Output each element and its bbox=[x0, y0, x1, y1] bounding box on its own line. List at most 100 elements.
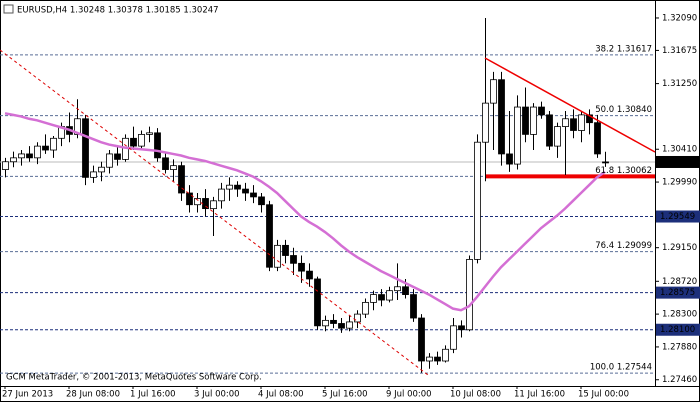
price-level-box bbox=[656, 323, 700, 336]
candle-body bbox=[322, 319, 329, 327]
moving-average bbox=[4, 112, 606, 312]
candle-body bbox=[458, 325, 465, 331]
candle-body bbox=[474, 141, 481, 260]
candle-body bbox=[402, 286, 409, 295]
candle-body bbox=[602, 161, 609, 164]
candle-body bbox=[162, 157, 169, 170]
candle-body bbox=[330, 319, 337, 324]
candle-body bbox=[562, 118, 569, 127]
y-tick-label: 1.29150 bbox=[662, 243, 697, 253]
candle-body bbox=[450, 325, 457, 350]
y-tick-label: 1.27460 bbox=[662, 375, 697, 385]
candle-body bbox=[138, 133, 145, 147]
x-tick-label: 11 Jul 16:00 bbox=[514, 390, 565, 400]
x-tick-label: 3 Jul 00:00 bbox=[194, 390, 240, 400]
candle-body bbox=[434, 356, 441, 362]
candle-body bbox=[178, 165, 185, 194]
candle-body bbox=[274, 244, 281, 268]
fib-level-label: 61.8 1.30062 bbox=[595, 166, 652, 176]
x-tick-label: 4 Jul 08:00 bbox=[258, 390, 304, 400]
candle-body bbox=[578, 114, 585, 131]
candle-body bbox=[586, 114, 593, 124]
candle-body bbox=[194, 198, 201, 206]
candle-body bbox=[34, 145, 41, 159]
footer: GCM MetaTrader, © 2001-2013, MetaQuotes … bbox=[6, 373, 262, 383]
candle-body bbox=[530, 106, 537, 135]
candle-body bbox=[26, 153, 33, 159]
y-tick-label: 1.27880 bbox=[662, 342, 697, 352]
price-level-label: 1.28100 bbox=[660, 325, 695, 335]
candle-body bbox=[418, 317, 425, 362]
x-tick-label: 28 Jun 08:00 bbox=[66, 390, 120, 400]
candle-body bbox=[258, 196, 265, 206]
candle-body bbox=[266, 204, 273, 268]
candle-body bbox=[498, 79, 505, 155]
candle-body bbox=[186, 192, 193, 206]
candle-body bbox=[50, 137, 57, 151]
y-tick-label: 1.31675 bbox=[662, 46, 697, 56]
y-tick-label: 1.28720 bbox=[662, 277, 697, 287]
price-level-box bbox=[656, 210, 700, 223]
candle-body bbox=[394, 286, 401, 292]
fib-level-label: 50.0 1.30840 bbox=[595, 105, 652, 115]
candle-body bbox=[18, 153, 25, 159]
candle-body bbox=[442, 348, 449, 362]
candle-body bbox=[282, 244, 289, 256]
y-tick-label: 1.30410 bbox=[662, 145, 697, 155]
candle-body bbox=[10, 157, 17, 163]
plot-area bbox=[0, 17, 655, 374]
candle-body bbox=[170, 165, 177, 170]
candle-body bbox=[2, 161, 9, 170]
candle-body bbox=[522, 106, 529, 135]
candle-body bbox=[594, 122, 601, 155]
candle-body bbox=[354, 313, 361, 323]
candle-body bbox=[74, 118, 81, 135]
candle-body bbox=[106, 153, 113, 168]
y-tick-label: 1.32090 bbox=[662, 13, 697, 23]
candle-body bbox=[466, 259, 473, 331]
candle-body bbox=[426, 356, 433, 362]
candle-body bbox=[226, 184, 233, 190]
fib-level-label: 76.4 1.29099 bbox=[595, 241, 652, 251]
candle-body bbox=[314, 278, 321, 327]
candle-body bbox=[90, 171, 97, 178]
candle-body bbox=[154, 132, 161, 159]
x-tick-label: 10 Jul 08:00 bbox=[450, 390, 501, 400]
candle-body bbox=[250, 192, 257, 198]
y-tick-label: 1.29990 bbox=[662, 178, 697, 188]
candle-body bbox=[114, 153, 121, 160]
trend-line bbox=[484, 57, 656, 153]
candle-body bbox=[346, 321, 353, 329]
x-tick-label: 5 Jul 16:00 bbox=[322, 390, 368, 400]
candle-body bbox=[234, 184, 241, 190]
candle-body bbox=[146, 132, 153, 135]
fib-level-label: 38.2 1.31617 bbox=[595, 44, 652, 54]
candle-body bbox=[386, 290, 393, 301]
candle-body bbox=[370, 294, 377, 303]
candle-body bbox=[42, 145, 49, 151]
fib-level-label: 100.0 1.27544 bbox=[590, 363, 652, 373]
candle-body bbox=[242, 188, 249, 194]
candle-body bbox=[98, 166, 105, 173]
y-tick-label: 1.31250 bbox=[662, 79, 697, 89]
x-tick-label: 9 Jul 00:00 bbox=[386, 390, 432, 400]
candle-body bbox=[482, 102, 489, 143]
candle-body bbox=[306, 270, 313, 280]
candle-body bbox=[506, 153, 513, 165]
price-level-label: 1.28575 bbox=[660, 288, 695, 298]
candle-body bbox=[546, 114, 553, 147]
x-tick-label: 1 Jul 16:00 bbox=[130, 390, 176, 400]
candle-body bbox=[338, 323, 345, 329]
candle-body bbox=[378, 294, 385, 301]
candle-body bbox=[130, 137, 137, 147]
x-tick-label: 27 Jun 2013 bbox=[2, 390, 53, 400]
candle-body bbox=[410, 294, 417, 319]
price-level-box bbox=[656, 286, 700, 299]
candle-body bbox=[298, 262, 305, 272]
candle-body bbox=[490, 79, 497, 104]
x-tick-label: 15 Jul 00:00 bbox=[578, 390, 629, 400]
candle-body bbox=[554, 126, 561, 147]
candle-body bbox=[514, 106, 521, 165]
